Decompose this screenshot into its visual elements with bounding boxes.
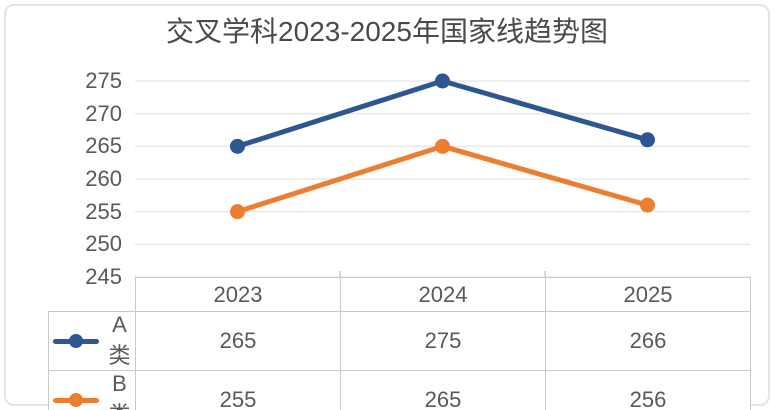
table-cell: 275	[340, 311, 546, 371]
chart-title: 交叉学科2023-2025年国家线趋势图	[166, 16, 608, 47]
table-cell: 265	[135, 311, 341, 371]
legend-cell-series-b: B类	[48, 370, 136, 410]
legend-dot	[69, 334, 83, 348]
table-corner-cell	[49, 278, 136, 312]
table-row-series-b: B类 255 265 256	[48, 370, 751, 410]
y-axis-label: 270	[85, 100, 122, 126]
column-header-2025: 2025	[545, 277, 751, 312]
y-axis-label: 250	[85, 231, 122, 257]
series-b-legend-marker-icon	[53, 392, 99, 408]
series-a-label: A类	[108, 312, 131, 368]
column-header-2023: 2023	[135, 277, 341, 312]
series-b-label: B类	[108, 371, 130, 410]
table-cell: 256	[545, 370, 751, 410]
table-cell: 255	[135, 370, 341, 410]
table-header-row: 2023 2024 2025	[49, 277, 751, 312]
y-axis-label: 260	[85, 166, 122, 191]
series-a-legend-marker-icon	[53, 333, 99, 349]
table-cell: 265	[340, 370, 546, 410]
y-axis-label: 245	[85, 264, 122, 289]
legend-cell-series-a: A类	[48, 311, 136, 371]
table-cell: 266	[545, 311, 751, 371]
data-table: 2023 2024 2025 A类 265 275 266	[48, 277, 751, 410]
y-axis-label: 255	[85, 198, 122, 224]
y-axis-label: 275	[85, 68, 122, 93]
column-header-2024: 2024	[340, 277, 546, 312]
table-row-series-a: A类 265 275 266	[48, 311, 751, 371]
y-axis-label: 265	[85, 133, 122, 159]
legend-dot	[69, 393, 83, 407]
